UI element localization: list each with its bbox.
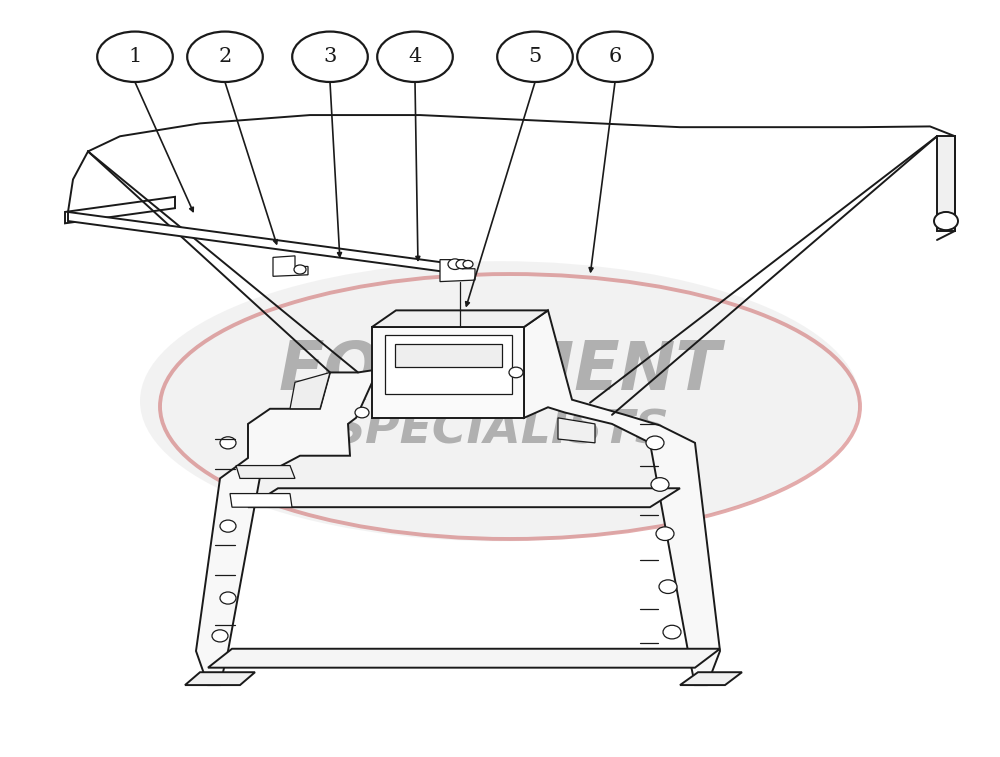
Polygon shape: [440, 260, 475, 282]
Polygon shape: [236, 466, 295, 478]
Text: 3: 3: [323, 47, 337, 67]
Polygon shape: [385, 335, 512, 394]
Circle shape: [220, 437, 236, 449]
Polygon shape: [248, 488, 680, 507]
Circle shape: [659, 580, 677, 593]
Circle shape: [448, 259, 462, 269]
Circle shape: [934, 212, 958, 230]
Circle shape: [212, 630, 228, 642]
Polygon shape: [196, 369, 378, 685]
Circle shape: [456, 260, 468, 269]
Ellipse shape: [577, 32, 653, 82]
Circle shape: [294, 265, 306, 274]
Text: 1: 1: [128, 47, 142, 67]
Ellipse shape: [97, 32, 173, 82]
Circle shape: [656, 527, 674, 540]
Circle shape: [220, 520, 236, 532]
Text: 5: 5: [528, 47, 542, 67]
Text: 4: 4: [408, 47, 422, 67]
Polygon shape: [273, 256, 308, 276]
Text: 2: 2: [218, 47, 232, 67]
Polygon shape: [372, 327, 524, 418]
Circle shape: [463, 260, 473, 268]
Polygon shape: [680, 672, 742, 685]
Polygon shape: [230, 494, 292, 507]
Polygon shape: [937, 136, 955, 231]
Polygon shape: [185, 672, 255, 685]
Circle shape: [509, 367, 523, 378]
Circle shape: [651, 478, 669, 491]
Ellipse shape: [377, 32, 453, 82]
Polygon shape: [65, 197, 175, 223]
Polygon shape: [524, 310, 720, 685]
Circle shape: [663, 625, 681, 639]
Circle shape: [355, 407, 369, 418]
Polygon shape: [68, 212, 450, 273]
Polygon shape: [372, 310, 548, 327]
Polygon shape: [290, 372, 330, 409]
Circle shape: [220, 592, 236, 604]
Polygon shape: [208, 649, 720, 668]
Text: SPECIALISTS: SPECIALISTS: [331, 409, 669, 454]
Polygon shape: [558, 418, 595, 443]
Polygon shape: [395, 344, 502, 367]
Ellipse shape: [140, 261, 860, 541]
Ellipse shape: [497, 32, 573, 82]
Ellipse shape: [292, 32, 368, 82]
Ellipse shape: [187, 32, 263, 82]
Text: EQUIPMENT: EQUIPMENT: [279, 338, 721, 404]
Text: 6: 6: [608, 47, 622, 67]
Circle shape: [646, 436, 664, 450]
